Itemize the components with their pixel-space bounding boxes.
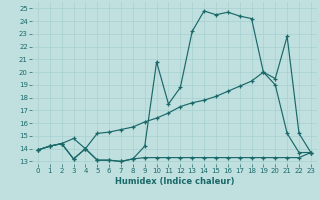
X-axis label: Humidex (Indice chaleur): Humidex (Indice chaleur)	[115, 177, 234, 186]
